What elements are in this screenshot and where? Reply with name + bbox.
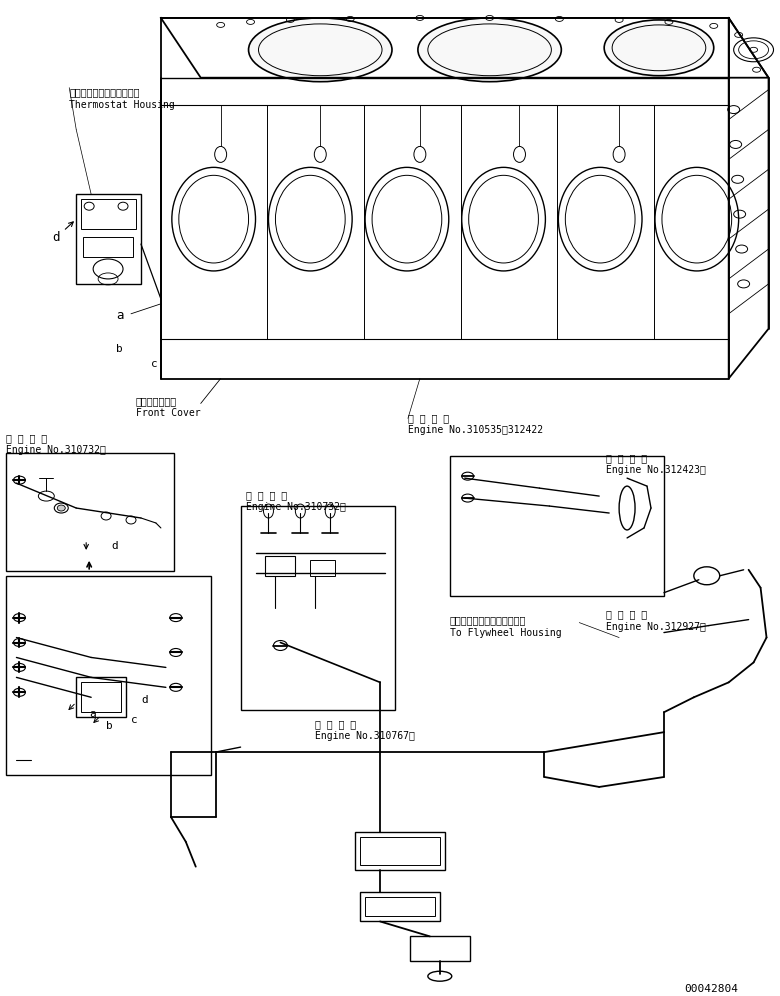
Text: a: a: [116, 309, 123, 322]
Bar: [365, 896, 434, 916]
Bar: [355, 832, 445, 870]
Text: Engine No.310732～: Engine No.310732～: [246, 502, 346, 512]
Bar: [81, 199, 136, 229]
Bar: [76, 194, 141, 284]
Text: Front Cover: Front Cover: [136, 408, 200, 418]
Text: d: d: [52, 231, 60, 244]
Text: 適 用 号 機: 適 用 号 機: [408, 413, 449, 423]
Text: c: c: [151, 359, 158, 369]
Ellipse shape: [558, 167, 642, 271]
Text: サーモスタットハウジング: サーモスタットハウジング: [69, 88, 140, 98]
Text: 適 用 号 機: 適 用 号 機: [246, 490, 287, 500]
Bar: [360, 837, 440, 865]
Bar: [450, 456, 664, 596]
Text: 適 用 号 機: 適 用 号 機: [315, 719, 356, 729]
Text: a: a: [89, 709, 96, 719]
Ellipse shape: [462, 167, 545, 271]
Bar: [360, 891, 440, 921]
Text: Engine No.312423～: Engine No.312423～: [606, 465, 706, 475]
Text: Thermostat Housing: Thermostat Housing: [69, 100, 175, 110]
Text: b: b: [116, 344, 122, 354]
Bar: [81, 682, 121, 712]
Bar: [265, 556, 296, 576]
Text: Engine No.310767～: Engine No.310767～: [315, 731, 415, 741]
Text: d: d: [111, 541, 118, 551]
Ellipse shape: [172, 167, 256, 271]
Text: b: b: [106, 721, 113, 731]
Ellipse shape: [57, 505, 66, 511]
Text: 適 用 号 機: 適 用 号 機: [606, 453, 647, 463]
Text: 00042804: 00042804: [684, 984, 738, 994]
Bar: [6, 576, 211, 775]
Text: 適 用 号 機: 適 用 号 機: [606, 610, 647, 620]
Bar: [6, 453, 174, 571]
Text: Engine No.312927～: Engine No.312927～: [606, 622, 706, 631]
Text: d: d: [141, 695, 147, 705]
Ellipse shape: [365, 167, 448, 271]
Ellipse shape: [604, 20, 714, 76]
Bar: [310, 560, 335, 576]
Text: Engine No.310732～: Engine No.310732～: [6, 445, 106, 455]
Text: c: c: [131, 715, 138, 725]
Bar: [76, 677, 126, 717]
Ellipse shape: [268, 167, 352, 271]
Bar: [410, 936, 470, 961]
Ellipse shape: [655, 167, 739, 271]
Text: Engine No.310535～312422: Engine No.310535～312422: [408, 425, 543, 435]
Text: 適 用 号 機: 適 用 号 機: [6, 433, 48, 443]
Ellipse shape: [418, 18, 562, 82]
Bar: [83, 237, 133, 257]
Text: To Flywheel Housing: To Flywheel Housing: [450, 627, 562, 637]
Text: フライホイールハウジングへ: フライホイールハウジングへ: [450, 616, 526, 625]
Ellipse shape: [249, 18, 392, 82]
Bar: [240, 506, 395, 710]
Text: フロントカバー: フロントカバー: [136, 396, 177, 406]
